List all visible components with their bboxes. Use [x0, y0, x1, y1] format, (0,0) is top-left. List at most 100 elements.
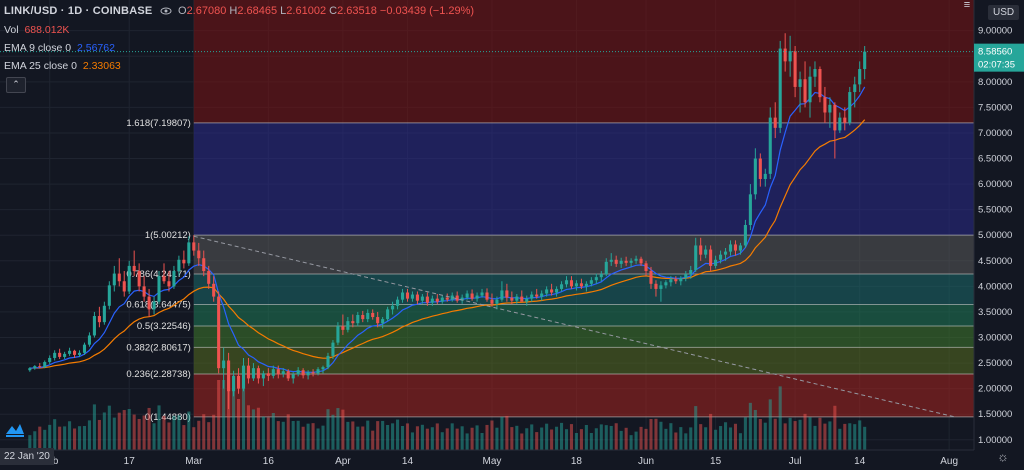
low-value: 2.61002	[286, 5, 327, 17]
volume-bar	[574, 433, 578, 450]
volume-bar	[351, 421, 355, 450]
volume-bar	[53, 419, 57, 450]
candle-body	[341, 326, 345, 330]
candle-body	[440, 297, 444, 302]
volume-bar	[545, 423, 549, 450]
volume-bar	[654, 418, 658, 450]
volume-bar	[525, 428, 529, 450]
volume-bar	[197, 420, 201, 450]
current-price-value: 8.58560	[978, 47, 1012, 58]
tradingview-logo-icon[interactable]	[4, 420, 26, 440]
candle-body	[599, 274, 603, 278]
volume-bar	[450, 423, 454, 450]
candle-body	[405, 292, 410, 299]
time-axis-tick-label: Mar	[185, 456, 203, 467]
candle-body	[316, 369, 320, 374]
candle-body	[336, 326, 340, 343]
candle-body	[550, 289, 554, 293]
candle-body	[475, 295, 479, 299]
gear-icon[interactable]: ☼	[997, 449, 1009, 464]
volume-bar	[704, 427, 708, 450]
indicator-volume[interactable]: Vol 688.012K	[4, 24, 69, 36]
volume-bar	[167, 422, 171, 450]
volume-bar	[510, 427, 514, 450]
candle-body	[858, 69, 862, 85]
volume-bar	[232, 385, 236, 450]
candle-body	[286, 371, 290, 379]
indicator-label: EMA 25 close 0	[4, 60, 77, 72]
volume-bar	[202, 414, 206, 450]
volume-bar	[679, 427, 683, 450]
candle-body	[589, 280, 593, 284]
candle-body	[202, 258, 206, 272]
volume-bar	[445, 428, 449, 450]
candle-body	[396, 299, 400, 306]
volume-bar	[848, 423, 852, 450]
volume-bar	[540, 427, 544, 450]
volume-bar	[440, 432, 444, 450]
candle-body	[828, 104, 832, 113]
candle-body	[679, 278, 683, 282]
volume-bar	[376, 421, 380, 450]
indicator-ema-25[interactable]: EMA 25 close 0 2.33063	[4, 60, 121, 72]
price-axis-tick-label: 8.00000	[978, 77, 1012, 88]
volume-bar	[614, 423, 618, 450]
currency-badge[interactable]: USD	[988, 5, 1020, 20]
volume-bar	[77, 426, 82, 450]
volume-bar	[758, 419, 762, 450]
candle-body	[43, 362, 47, 368]
candle-body	[266, 373, 270, 376]
volume-bar	[768, 399, 772, 450]
candle-body	[207, 271, 211, 284]
volume-bar	[102, 412, 106, 450]
collapse-legend-button[interactable]: ⌃	[6, 77, 26, 93]
price-axis-tick-label: 6.50000	[978, 154, 1012, 165]
price-axis-background	[974, 0, 1024, 470]
indicator-ema-9[interactable]: EMA 9 close 0 2.56762	[4, 42, 115, 54]
price-axis-tick-label: 7.50000	[978, 102, 1012, 113]
candle-body	[92, 316, 96, 336]
candle-body	[545, 289, 549, 294]
volume-bar	[341, 409, 345, 450]
volume-bar	[560, 422, 564, 450]
volume-bar	[177, 415, 181, 450]
menu-icon[interactable]: ≡	[963, 0, 971, 11]
volume-bar	[714, 429, 718, 450]
volume-bar	[43, 429, 47, 450]
volume-bar	[589, 433, 593, 450]
volume-bar	[33, 431, 37, 450]
volume-bar	[400, 426, 405, 450]
time-axis-background	[0, 450, 1024, 470]
volume-bar	[73, 428, 77, 450]
candle-body	[584, 283, 588, 287]
candle-body	[803, 79, 807, 103]
volume-bar	[281, 421, 285, 450]
close-label: C	[329, 5, 338, 17]
volume-bar	[634, 431, 638, 450]
candle-body	[371, 312, 375, 318]
candle-body	[321, 367, 325, 370]
volume-bar	[147, 407, 151, 450]
volume-bar	[584, 425, 588, 450]
candle-body	[624, 260, 628, 263]
price-axis-tick-label: 9.00000	[978, 26, 1012, 37]
candle-body	[798, 79, 802, 87]
volume-bar	[863, 426, 867, 450]
volume-bar	[858, 420, 862, 450]
volume-bar	[723, 422, 728, 450]
volume-bar	[296, 420, 300, 450]
volume-bar	[465, 433, 469, 450]
crosshair-date-label: 22 Jan '20	[0, 448, 54, 465]
volume-bar	[733, 423, 738, 450]
candle-body	[197, 250, 201, 259]
volume-bar	[564, 429, 569, 450]
indicator-value: 688.012K	[24, 24, 70, 36]
volume-bar	[227, 380, 231, 450]
eye-icon[interactable]	[160, 5, 172, 17]
candle-body	[182, 259, 186, 264]
volume-bar	[649, 419, 653, 450]
candle-body	[381, 319, 385, 324]
volume-bar	[311, 423, 315, 450]
volume-bar	[366, 420, 370, 450]
